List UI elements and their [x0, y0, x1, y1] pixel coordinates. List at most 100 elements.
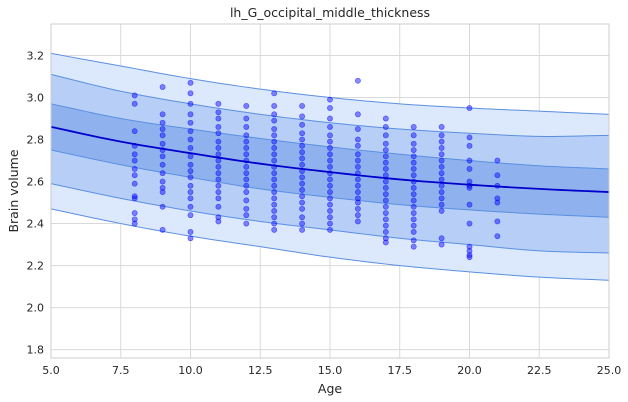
- data-point: [410, 184, 417, 191]
- data-point: [159, 184, 166, 191]
- data-point: [494, 233, 501, 240]
- y-tick-label: 2.2: [27, 260, 45, 273]
- data-point: [299, 103, 305, 109]
- data-point: [187, 229, 194, 235]
- median-curve-group: [50, 126, 610, 193]
- data-point: [354, 136, 361, 143]
- y-tick-label: 2.8: [27, 134, 45, 147]
- y-tick-label: 3.2: [27, 50, 45, 63]
- data-point: [131, 172, 138, 179]
- data-point: [187, 90, 194, 97]
- data-point: [438, 176, 445, 183]
- data-point: [271, 151, 278, 158]
- data-point: [187, 153, 194, 160]
- data-point: [382, 132, 389, 139]
- data-point: [410, 243, 417, 250]
- band-edge-outer-lower: [50, 208, 610, 281]
- data-point: [299, 130, 305, 137]
- data-point: [382, 203, 389, 210]
- data-point: [159, 203, 166, 210]
- data-point: [215, 130, 222, 137]
- x-tick-label: 12.5: [248, 364, 273, 377]
- data-point: [327, 220, 333, 227]
- data-point: [327, 163, 333, 170]
- data-point: [187, 203, 194, 210]
- data-point: [243, 124, 250, 130]
- data-point: [410, 132, 417, 139]
- x-axis-label: Age: [318, 381, 342, 396]
- data-point: [187, 235, 194, 242]
- data-point: [243, 115, 250, 122]
- data-point: [494, 218, 501, 225]
- data-point: [438, 157, 445, 164]
- data-point: [438, 241, 445, 248]
- data-point: [382, 216, 389, 223]
- data-point: [159, 126, 166, 132]
- data-point: [187, 174, 194, 181]
- data-point: [243, 212, 250, 219]
- data-point: [410, 203, 417, 210]
- data-point: [438, 182, 445, 189]
- data-point: [243, 145, 250, 151]
- data-point: [410, 153, 417, 160]
- data-point: [159, 178, 166, 185]
- data-point: [271, 201, 278, 208]
- bands: [50, 52, 610, 281]
- data-point: [354, 176, 361, 183]
- data-point: [466, 252, 473, 258]
- data-point: [271, 126, 278, 132]
- data-point: [382, 239, 389, 246]
- data-point: [327, 151, 333, 158]
- data-point: [438, 208, 445, 214]
- data-point: [271, 90, 278, 97]
- y-tick-label: 2.6: [27, 176, 45, 189]
- data-point: [131, 180, 138, 187]
- data-point: [327, 189, 333, 195]
- plot-frame: [50, 23, 610, 359]
- data-point: [131, 92, 138, 99]
- x-tick-label: 20.0: [457, 364, 482, 377]
- data-point: [131, 100, 138, 107]
- data-point: [215, 151, 222, 158]
- data-point: [131, 210, 138, 216]
- data-point: [215, 218, 222, 225]
- data-point: [354, 195, 361, 202]
- x-tick-label: 22.5: [527, 364, 552, 377]
- data-point: [299, 113, 305, 120]
- data-point: [159, 111, 166, 118]
- data-point: [243, 182, 250, 189]
- data-point: [271, 111, 278, 118]
- data-point: [354, 205, 361, 212]
- data-point: [410, 172, 417, 179]
- data-point: [215, 195, 222, 202]
- data-point: [466, 201, 473, 208]
- data-point: [327, 176, 333, 183]
- data-point: [438, 145, 445, 151]
- data-point: [271, 195, 278, 202]
- data-point: [243, 132, 250, 139]
- data-point: [131, 216, 138, 223]
- data-point: [354, 218, 361, 225]
- data-point: [215, 176, 222, 183]
- data-point: [410, 166, 417, 172]
- data-point: [327, 96, 333, 103]
- data-point: [494, 172, 501, 179]
- band-edge-inner-upper: [50, 103, 610, 170]
- data-point: [271, 176, 278, 183]
- data-point: [410, 229, 417, 235]
- data-point: [215, 124, 222, 130]
- data-point: [187, 119, 194, 126]
- x-tick-labels: 5.0 7.5 10.0 12.5 15.0 17.5 20.0 22.5 25.0: [42, 364, 621, 377]
- data-point: [271, 117, 278, 124]
- data-point: [494, 195, 501, 202]
- data-point: [382, 197, 389, 204]
- data-point: [299, 205, 305, 212]
- data-point: [159, 153, 166, 160]
- y-tick-label: 2.0: [27, 302, 45, 315]
- data-point: [354, 182, 361, 189]
- x-tick-label: 25.0: [597, 364, 622, 377]
- data-point: [243, 138, 250, 145]
- data-point: [354, 189, 361, 195]
- data-point: [382, 222, 389, 229]
- data-point: [410, 210, 417, 216]
